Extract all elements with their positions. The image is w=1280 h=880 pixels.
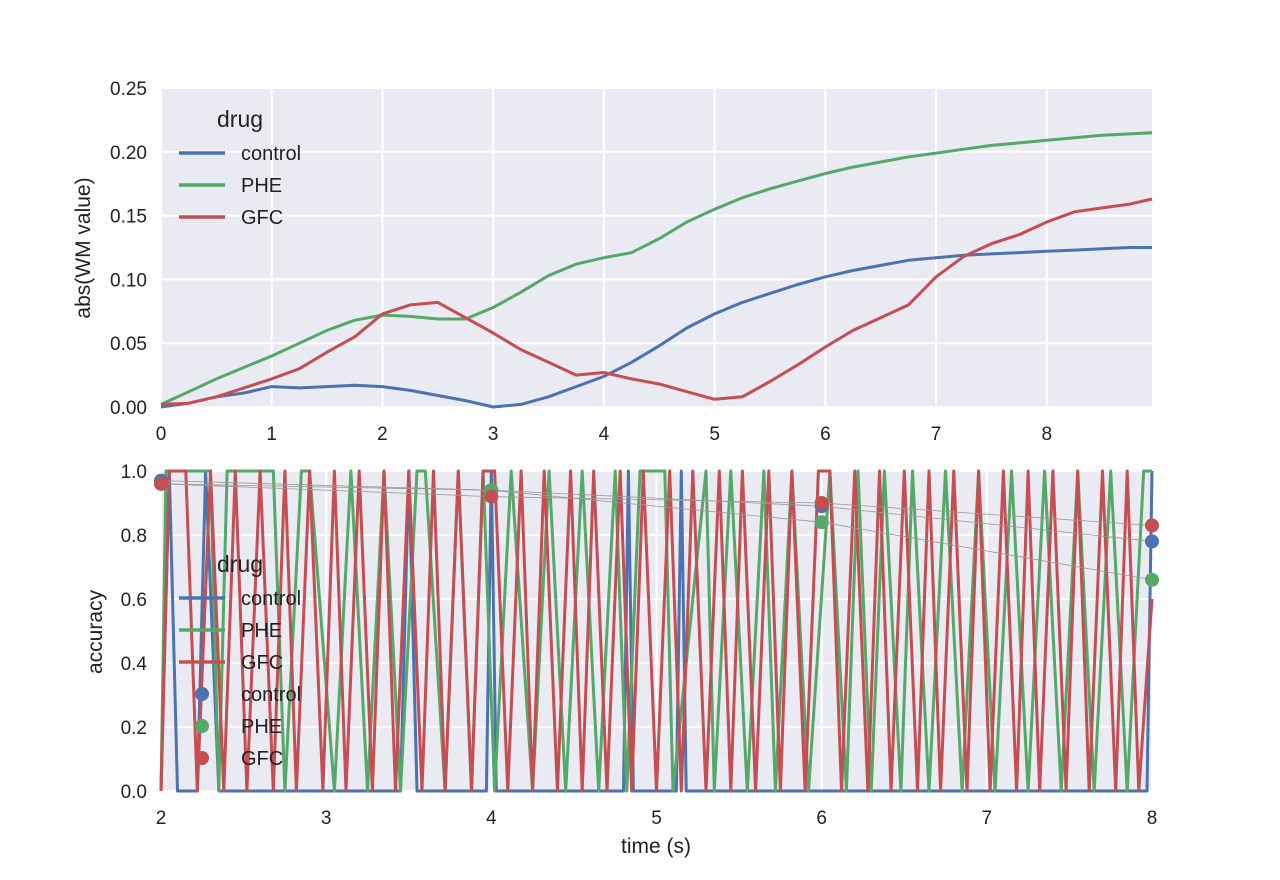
wm-x-tick-label: 5: [709, 424, 720, 445]
wm-y-tick-label: 0.25: [110, 79, 147, 100]
accuracy-y-tick-label: 0.2: [121, 718, 147, 739]
accuracy-legend-label-phe-point: PHE: [241, 716, 282, 738]
wm-legend-label-control: control: [241, 143, 301, 165]
wm-grid: [160, 87, 1152, 408]
wm-y-tick-label: 0.00: [110, 398, 147, 419]
wm-x-tick-label: 6: [820, 424, 831, 445]
wm-x-tick-label: 7: [931, 424, 942, 445]
accuracy-legend-swatch-control-point: [195, 687, 209, 701]
wm-legend-title: drug: [217, 106, 263, 132]
accuracy-legend-label-phe-line: PHE: [241, 620, 282, 642]
wm-x-tick-label: 4: [599, 424, 610, 445]
wm-x-tick-label: 8: [1042, 424, 1053, 445]
wm-y-tick-label: 0.10: [110, 270, 147, 291]
accuracy-mean-points: [154, 473, 1159, 587]
accuracy-panel: 2 3 4 5 6 7 8 0.0 0.2 0.4 0.6 0.8 1.0 time (s) accu…: [84, 462, 1159, 858]
accuracy-legend-label-gfc-point: GFC: [241, 748, 283, 770]
accuracy-x-tick-label: 8: [1147, 808, 1158, 829]
wm-line-gfc: [160, 197, 1153, 406]
accuracy-point-gfc: [154, 476, 168, 491]
accuracy-point-phe: [1145, 572, 1159, 587]
wm-y-tick-label: 0.05: [110, 334, 147, 355]
accuracy-connector-control: [160, 480, 1153, 542]
accuracy-y-tick-label: 0.4: [121, 654, 148, 675]
accuracy-point-gfc: [484, 489, 499, 504]
accuracy-legend-swatch-gfc-point: [195, 751, 209, 765]
accuracy-x-tick-label: 4: [486, 808, 497, 829]
accuracy-y-tick-label: 1.0: [121, 462, 147, 483]
accuracy-y-tick-label: 0.0: [121, 782, 147, 803]
accuracy-legend-label-control-line: control: [241, 588, 301, 610]
accuracy-x-axis-label: time (s): [621, 835, 691, 858]
wm-x-tick-label: 0: [156, 424, 167, 445]
accuracy-connector-gfc: [160, 483, 1153, 526]
accuracy-legend-swatch-phe-point: [195, 719, 209, 733]
accuracy-x-tick-label: 5: [651, 808, 662, 829]
accuracy-point-phe: [814, 515, 829, 530]
wm-legend-label-gfc: GFC: [241, 207, 283, 229]
accuracy-y-tick-label: 0.6: [121, 590, 147, 611]
wm-y-tick-labels: 0.00 0.05 0.10 0.15 0.20 0.25: [110, 79, 147, 419]
accuracy-y-tick-labels: 0.0 0.2 0.4 0.6 0.8 1.0: [121, 462, 148, 803]
wm-x-tick-label: 1: [266, 424, 277, 445]
accuracy-x-tick-label: 7: [982, 808, 993, 829]
accuracy-x-tick-label: 6: [816, 808, 827, 829]
accuracy-point-gfc: [1145, 518, 1159, 533]
wm-plot-background: [161, 88, 1152, 407]
accuracy-series-lines: [159, 469, 1154, 793]
accuracy-connector-phe: [160, 483, 1153, 581]
accuracy-x-tick-labels: 2 3 4 5 6 7 8: [156, 808, 1158, 829]
wm-y-tick-label: 0.15: [110, 207, 147, 228]
accuracy-point-gfc: [814, 496, 829, 510]
wm-line-control: [160, 246, 1152, 409]
accuracy-legend-title: drug: [217, 551, 263, 577]
accuracy-y-tick-label: 0.8: [121, 526, 147, 547]
accuracy-y-axis-label: accuracy: [84, 589, 107, 674]
accuracy-legend: drug control PHE GFC control PHE GFC: [179, 551, 301, 770]
wm-series-lines: [160, 131, 1153, 409]
accuracy-legend-label-gfc-line: GFC: [241, 652, 283, 674]
wm-legend-label-phe: PHE: [241, 175, 282, 197]
wm-x-tick-label: 3: [488, 424, 499, 445]
wm-y-axis-label: abs(WM value): [72, 177, 95, 318]
accuracy-line-gfc: [159, 469, 1154, 793]
wm-value-panel: 0 1 2 3 4 5 6 7 8 0.00 0.05 0.10 0.15 0.20 0.25 abs(W…: [72, 79, 1153, 445]
accuracy-x-tick-label: 2: [156, 808, 167, 829]
accuracy-x-tick-label: 3: [321, 808, 332, 829]
wm-line-phe: [160, 131, 1153, 406]
accuracy-point-control: [1145, 534, 1159, 549]
wm-x-tick-label: 2: [377, 424, 388, 445]
accuracy-legend-label-control-point: control: [241, 684, 301, 706]
wm-x-tick-labels: 0 1 2 3 4 5 6 7 8: [156, 424, 1052, 445]
wm-legend: drug control PHE GFC: [179, 106, 301, 229]
wm-y-tick-label: 0.20: [110, 143, 147, 164]
